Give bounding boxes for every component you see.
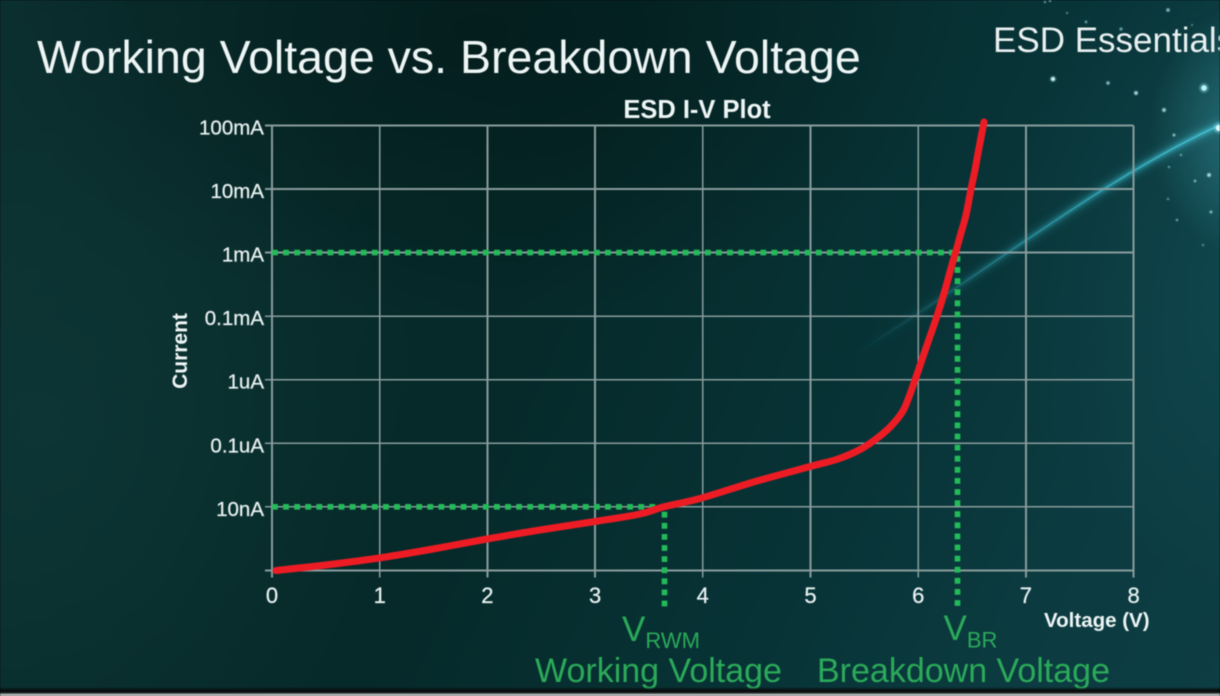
svg-text:ESD I-V Plot: ESD I-V Plot xyxy=(623,96,771,124)
svg-text:0.1mA: 0.1mA xyxy=(205,307,265,330)
svg-text:1mA: 1mA xyxy=(222,244,264,267)
svg-text:Current: Current xyxy=(169,313,192,389)
svg-text:Voltage (V): Voltage (V) xyxy=(1044,609,1150,632)
svg-text:VRWM: VRWM xyxy=(622,610,700,653)
svg-text:VBR: VBR xyxy=(944,609,998,653)
svg-text:10mA: 10mA xyxy=(210,180,264,203)
svg-text:100mA: 100mA xyxy=(199,117,264,140)
svg-text:Working Voltage: Working Voltage xyxy=(535,652,782,690)
svg-text:8: 8 xyxy=(1127,583,1139,608)
svg-text:0: 0 xyxy=(266,583,278,608)
svg-text:0.1uA: 0.1uA xyxy=(210,434,264,457)
svg-text:7: 7 xyxy=(1020,583,1032,608)
svg-text:10nA: 10nA xyxy=(216,498,264,521)
svg-text:2: 2 xyxy=(481,583,493,608)
svg-text:Breakdown Voltage: Breakdown Voltage xyxy=(817,652,1110,690)
svg-text:4: 4 xyxy=(697,583,709,608)
svg-text:3: 3 xyxy=(589,583,601,608)
svg-text:5: 5 xyxy=(804,583,816,608)
svg-text:1uA: 1uA xyxy=(228,371,265,394)
svg-text:1: 1 xyxy=(374,583,386,608)
svg-text:6: 6 xyxy=(912,583,924,608)
